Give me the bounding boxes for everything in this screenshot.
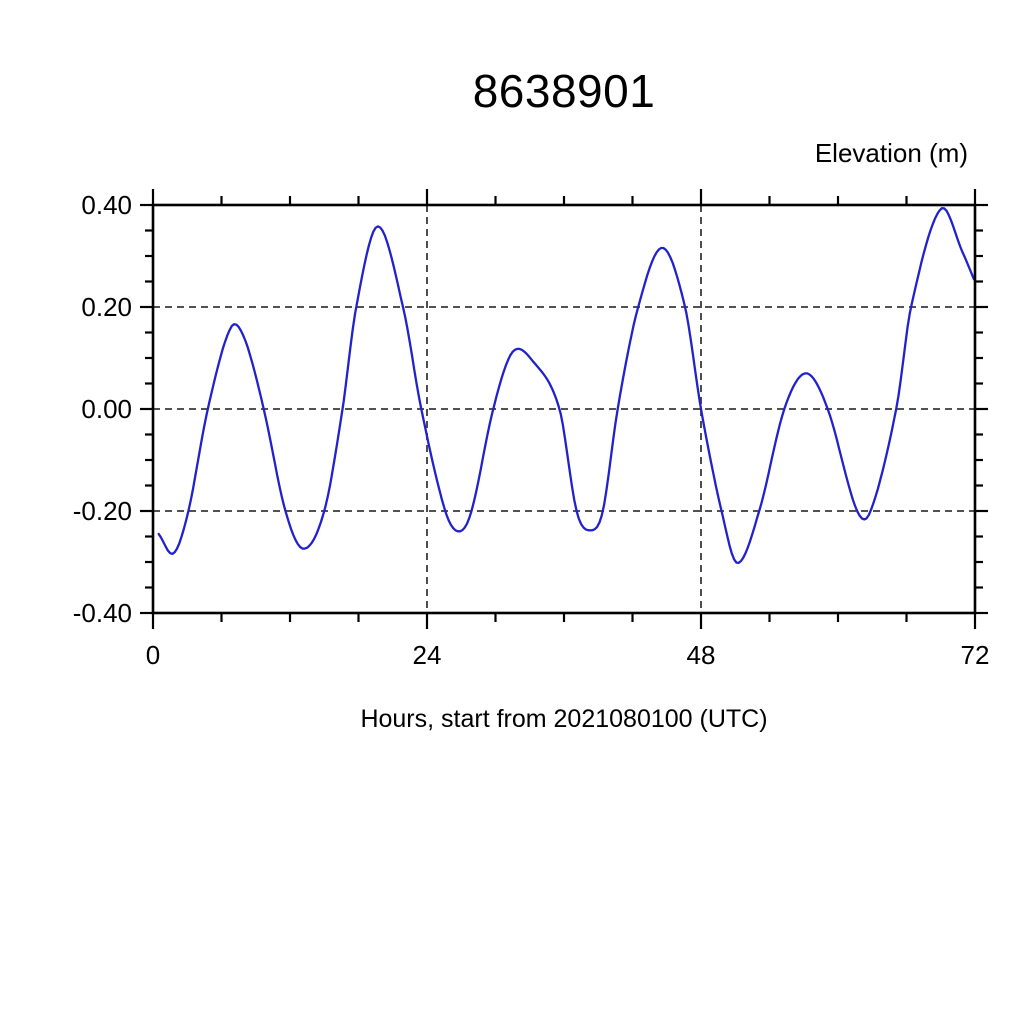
chart-title: 8638901 bbox=[472, 65, 656, 117]
tide-curve bbox=[157, 207, 976, 564]
y-tick-label: 0.40 bbox=[81, 190, 132, 220]
x-tick-label: 24 bbox=[412, 640, 442, 670]
y-axis-unit-label: Elevation (m) bbox=[814, 138, 968, 168]
x-tick-label: 48 bbox=[686, 640, 716, 670]
x-axis-label: Hours, start from 2021080100 (UTC) bbox=[360, 705, 768, 733]
y-tick-label: 0.20 bbox=[81, 292, 132, 322]
x-tick-label: 72 bbox=[960, 640, 990, 670]
y-tick-label: -0.20 bbox=[72, 496, 132, 526]
x-tick-label: 0 bbox=[145, 640, 161, 670]
y-tick-label: -0.40 bbox=[72, 598, 132, 628]
y-tick-label: 0.00 bbox=[81, 394, 132, 424]
